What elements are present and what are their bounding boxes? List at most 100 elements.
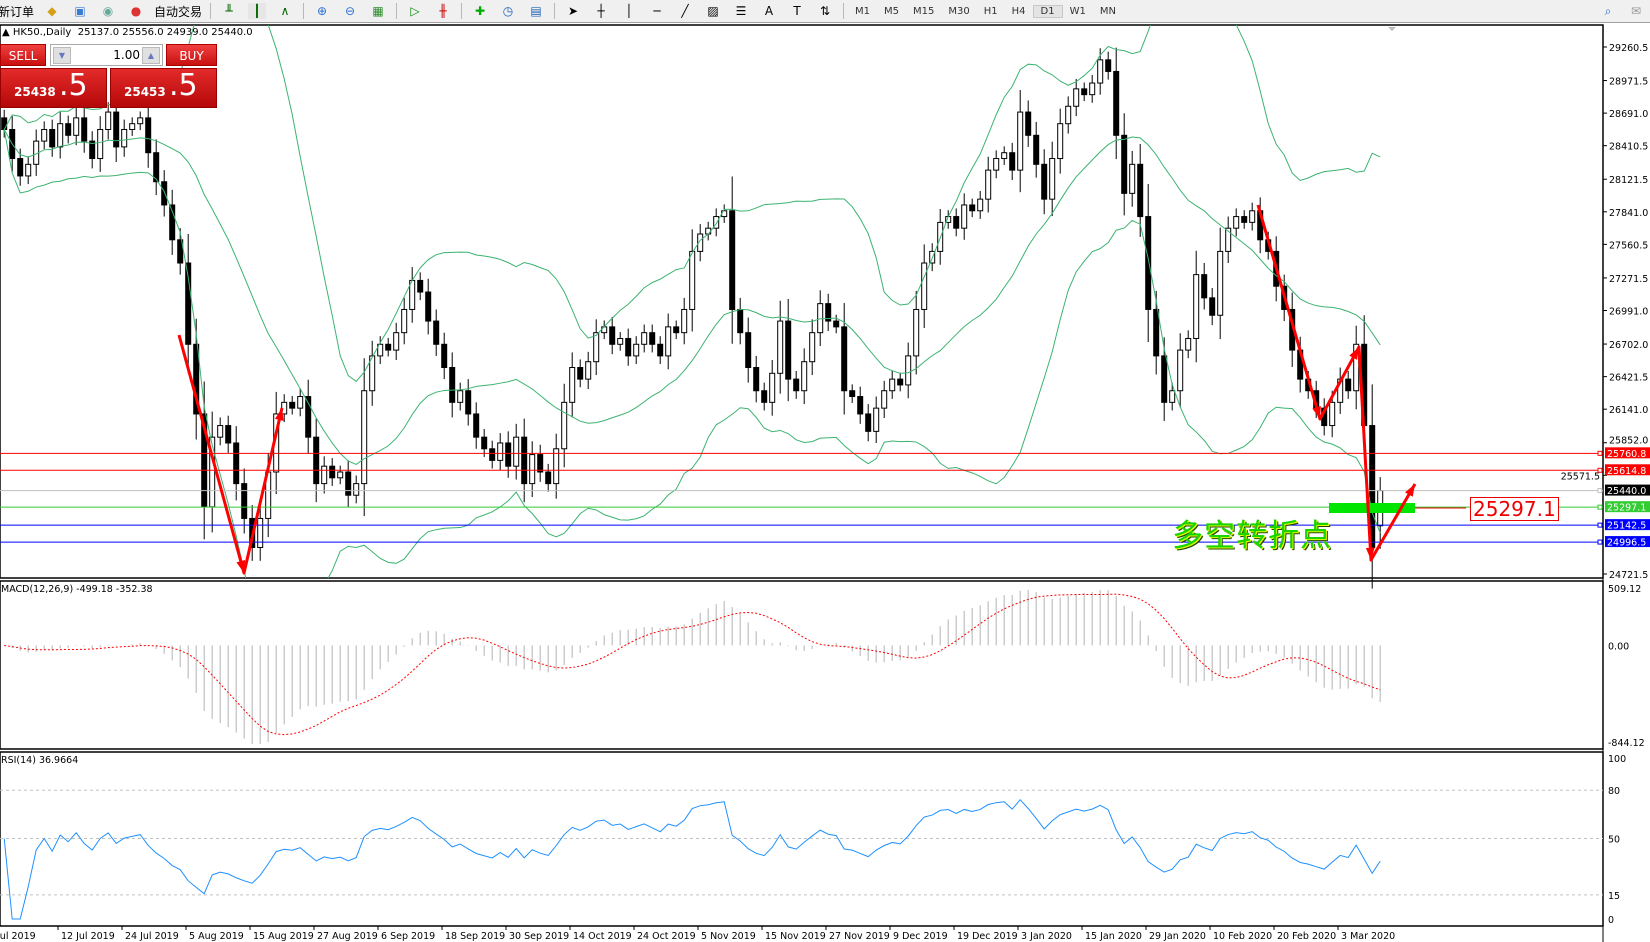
date-axis-label: 24 Oct 2019 bbox=[637, 931, 696, 942]
candle-bear bbox=[433, 320, 440, 345]
candle-bear bbox=[833, 320, 840, 328]
price-axis-label: 28691.0 bbox=[1609, 109, 1648, 120]
macd-axis-label: 0.00 bbox=[1608, 641, 1629, 652]
arrow-head-icon bbox=[236, 560, 246, 573]
periods-icon[interactable]: ◷ bbox=[502, 4, 514, 18]
candle-bull bbox=[993, 158, 1000, 171]
horizontal-line-icon[interactable]: ─ bbox=[653, 4, 661, 18]
one-click-trading-panel: SELL ▼ 1.00 ▲ BUY 25438 .5 25453 .5 bbox=[0, 44, 217, 108]
zoom-out-icon[interactable]: ⊖ bbox=[345, 4, 356, 18]
candle-bear bbox=[153, 152, 160, 183]
candle-bull bbox=[1233, 216, 1240, 229]
candle-bull bbox=[353, 483, 360, 496]
level-price-label: 24996.5 bbox=[1607, 538, 1646, 549]
candle-bear bbox=[313, 436, 320, 485]
candle-bear bbox=[857, 396, 864, 415]
candle-bear bbox=[577, 367, 584, 380]
tile-windows-icon[interactable]: ▦ bbox=[372, 4, 384, 18]
chat-icon[interactable]: ✉ bbox=[1630, 4, 1642, 18]
zoom-in-icon[interactable]: ⊕ bbox=[317, 4, 328, 18]
auto-scroll-icon[interactable]: ▷ bbox=[410, 4, 420, 18]
rsi-axis-label: 15 bbox=[1608, 891, 1620, 902]
sell-button[interactable]: SELL bbox=[0, 44, 46, 66]
date-axis-label: Jul 2019 bbox=[0, 931, 36, 942]
crosshair-icon[interactable]: ┼ bbox=[597, 4, 605, 18]
timeframe-m5[interactable]: M5 bbox=[884, 5, 900, 17]
candle-bull bbox=[769, 372, 776, 403]
candle-bull bbox=[1249, 210, 1256, 223]
line-chart-icon[interactable]: ∧ bbox=[280, 4, 290, 18]
candle-bear bbox=[473, 413, 480, 438]
navigator-icon[interactable]: ▣ bbox=[74, 4, 86, 18]
fibonacci-icon[interactable]: ☰ bbox=[735, 4, 747, 18]
candle-bear bbox=[49, 128, 56, 148]
date-axis-label: 24 Jul 2019 bbox=[125, 931, 179, 942]
timeframe-m30[interactable]: M30 bbox=[948, 5, 970, 17]
date-axis-label: 27 Nov 2019 bbox=[829, 931, 890, 942]
arrows-icon[interactable]: ⇅ bbox=[820, 4, 831, 18]
text-label-icon[interactable]: T bbox=[793, 4, 801, 18]
date-axis-label: 15 Aug 2019 bbox=[253, 931, 314, 942]
auto-trading-button[interactable]: 自动交易 bbox=[154, 4, 203, 19]
candle-bear bbox=[969, 204, 976, 212]
date-axis-label: 15 Nov 2019 bbox=[765, 931, 826, 942]
candlestick-icon[interactable]: ┃ bbox=[248, 3, 267, 19]
candle-bear bbox=[465, 390, 472, 415]
trendline-icon[interactable]: ╱ bbox=[681, 4, 689, 18]
reversal-point-annotation[interactable]: 多空转折点 bbox=[1172, 518, 1332, 554]
sell-price[interactable]: 25438 .5 bbox=[0, 68, 107, 108]
candle-bull bbox=[41, 128, 48, 142]
decrease-lot-button[interactable]: ▼ bbox=[53, 47, 71, 64]
market-watch-icon[interactable]: ◆ bbox=[47, 4, 57, 18]
increase-lot-button[interactable]: ▲ bbox=[142, 47, 160, 64]
candle-bull bbox=[401, 308, 408, 334]
timeframe-h4[interactable]: H4 bbox=[1011, 5, 1026, 17]
candle-bull bbox=[25, 163, 32, 177]
search-icon[interactable]: ⌕ bbox=[1604, 3, 1612, 18]
timeframe-m15[interactable]: M15 bbox=[913, 5, 935, 17]
candle-bear bbox=[1041, 163, 1048, 200]
auto-trading-icon: ● bbox=[130, 4, 142, 18]
buy-price[interactable]: 25453 .5 bbox=[110, 68, 217, 108]
text-icon[interactable]: A bbox=[764, 4, 774, 18]
candle-bear bbox=[865, 413, 872, 432]
price-chart[interactable]: 29260.5 28971.5 28691.0 28410.5 28121.5 27841… bbox=[0, 24, 1650, 942]
indicators-icon[interactable]: ✚ bbox=[475, 4, 486, 18]
price-axis-label: 27560.5 bbox=[1609, 240, 1648, 251]
candle-bull bbox=[369, 355, 376, 392]
level-handle bbox=[1597, 539, 1603, 545]
level-price-label: 25440.0 bbox=[1607, 486, 1646, 497]
ohlc-readout: 25137.0 25556.0 24939.0 25440.0 bbox=[77, 27, 253, 38]
timeframe-bar: M1 M5 M15 M30 H1 H4 D1 W1 MN bbox=[848, 4, 1123, 18]
collapse-icon[interactable]: ▲ bbox=[2, 27, 13, 38]
buy-button[interactable]: BUY bbox=[166, 44, 217, 66]
timeframe-m1[interactable]: M1 bbox=[855, 5, 871, 17]
target-price-label[interactable]: 25297.1 bbox=[1470, 497, 1559, 521]
candle-bear bbox=[169, 204, 176, 241]
candle-bear bbox=[233, 442, 240, 485]
timeframe-h1[interactable]: H1 bbox=[983, 5, 998, 17]
templates-icon[interactable]: ▤ bbox=[530, 4, 542, 18]
price-axis-label: 26991.0 bbox=[1609, 307, 1648, 318]
cursor-icon[interactable]: ➤ bbox=[568, 4, 579, 18]
candle-bear bbox=[65, 123, 72, 136]
timeframe-d1[interactable]: D1 bbox=[1032, 4, 1063, 18]
lot-size-stepper[interactable]: ▼ 1.00 ▲ bbox=[50, 44, 163, 66]
vertical-line-icon[interactable]: │ bbox=[625, 4, 633, 18]
chart-shift-icon[interactable]: ╫ bbox=[439, 4, 447, 18]
timeframe-mn[interactable]: MN bbox=[1099, 5, 1116, 17]
new-order-button[interactable]: 新订单 bbox=[0, 4, 35, 19]
lot-size-value[interactable]: 1.00 bbox=[113, 48, 140, 62]
pane-frame-0 bbox=[0, 24, 1604, 579]
separator bbox=[461, 3, 463, 19]
equidistant-channel-icon[interactable]: ▨ bbox=[707, 4, 719, 18]
price-axis-label: 25852.0 bbox=[1609, 436, 1648, 447]
signal-icon[interactable]: ◉ bbox=[102, 4, 114, 18]
candle-bear bbox=[345, 471, 352, 496]
candle-bull bbox=[905, 355, 912, 386]
bar-chart-icon[interactable]: ╨ bbox=[225, 4, 233, 18]
candle-bear bbox=[793, 378, 800, 392]
timeframe-w1[interactable]: W1 bbox=[1069, 5, 1086, 17]
candle-bull bbox=[57, 123, 64, 148]
candle-bull bbox=[257, 517, 264, 548]
